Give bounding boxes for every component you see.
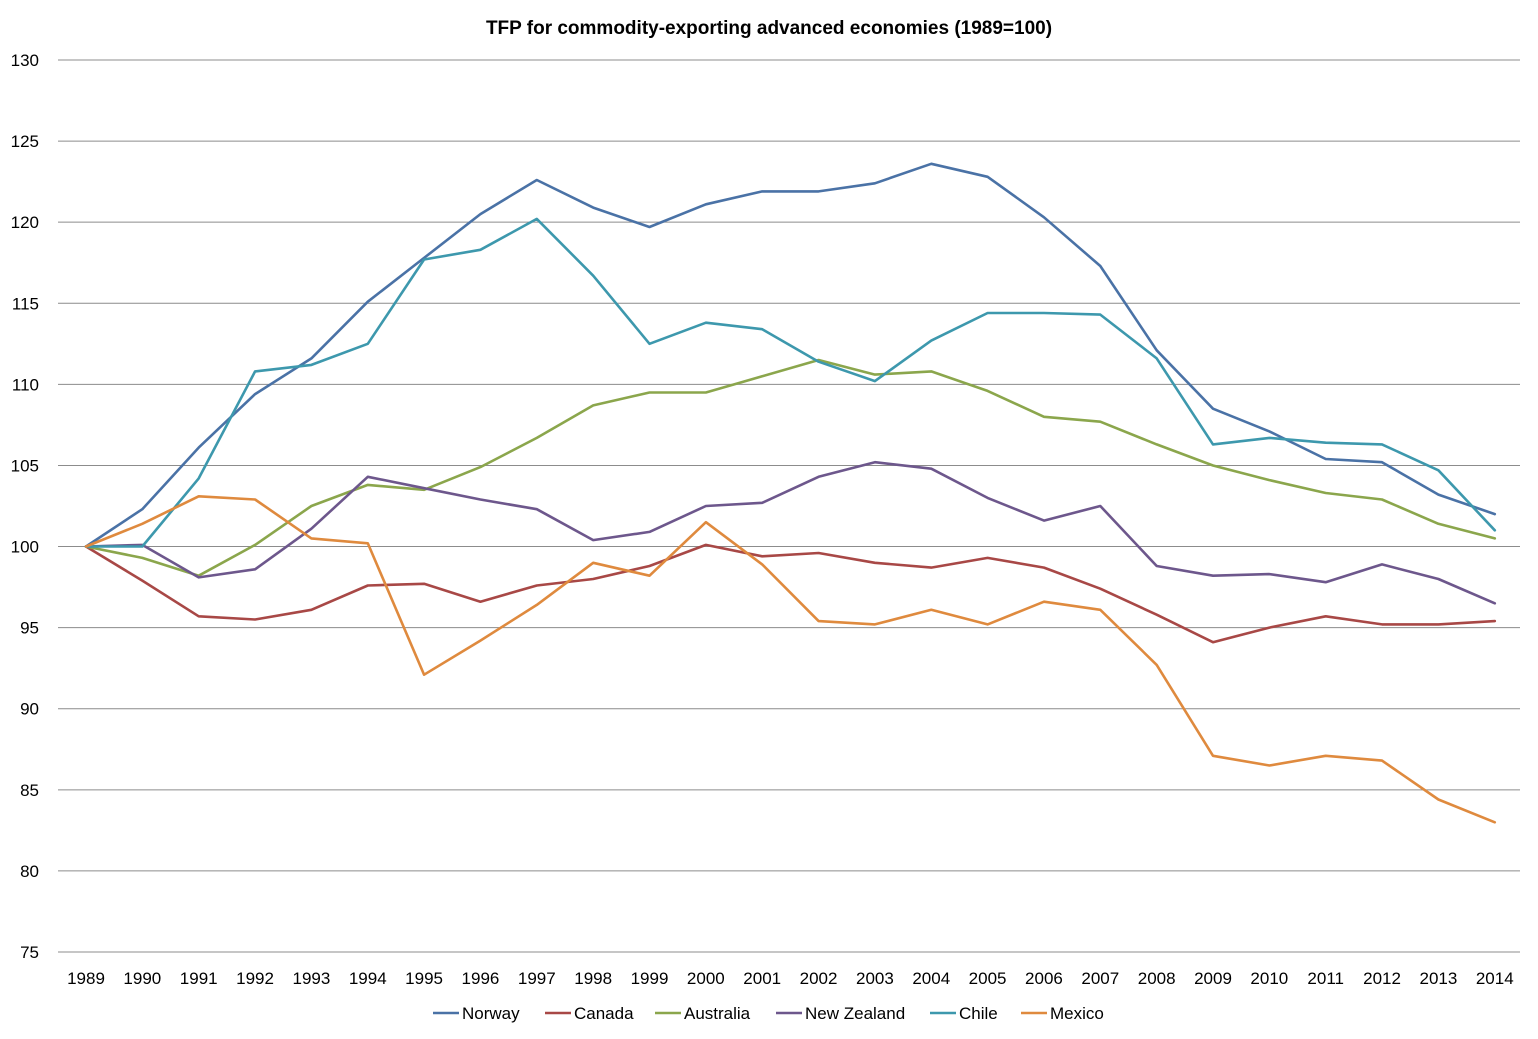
- x-tick-label: 2001: [743, 969, 781, 988]
- x-axis-ticks: 1989 1990 1991 1992 1993 1994 1995 1996 1997 1998…: [67, 969, 1514, 988]
- x-tick-label: 2003: [856, 969, 894, 988]
- legend: Norway Canada Australia New Zealand Chile Mex…: [433, 1004, 1104, 1023]
- gridlines: [58, 59, 1520, 953]
- x-tick-label: 2010: [1250, 969, 1288, 988]
- x-tick-label: 2014: [1476, 969, 1514, 988]
- legend-label: Australia: [684, 1004, 751, 1023]
- x-tick-label: 2011: [1307, 969, 1344, 988]
- y-tick-label: 105: [11, 456, 39, 475]
- x-tick-label: 2000: [687, 969, 725, 988]
- legend-item-chile: Chile: [930, 1004, 998, 1023]
- x-tick-label: 2005: [969, 969, 1007, 988]
- x-tick-label: 1997: [518, 969, 556, 988]
- series-line-australia: [84, 358, 1497, 578]
- x-tick-label: 1995: [405, 969, 443, 988]
- legend-item-australia: Australia: [655, 1004, 751, 1023]
- x-tick-label: 2006: [1025, 969, 1063, 988]
- legend-item-new-zealand: New Zealand: [776, 1004, 905, 1023]
- x-tick-label: 1993: [292, 969, 330, 988]
- legend-label: Canada: [574, 1004, 634, 1023]
- series-lines: [84, 162, 1497, 824]
- x-tick-label: 2004: [912, 969, 950, 988]
- y-axis-ticks: 75 80 85 90 95 100 105 110 115 120 125 130: [11, 51, 39, 962]
- x-tick-label: 2002: [800, 969, 838, 988]
- x-tick-label: 1998: [574, 969, 612, 988]
- series-line-canada: [84, 543, 1497, 644]
- y-tick-label: 115: [12, 294, 39, 313]
- y-tick-label: 75: [20, 943, 39, 962]
- y-tick-label: 80: [20, 862, 39, 881]
- y-tick-label: 100: [11, 538, 39, 557]
- x-tick-label: 1996: [462, 969, 500, 988]
- y-tick-label: 110: [12, 375, 39, 394]
- y-tick-label: 85: [20, 781, 39, 800]
- x-tick-label: 1992: [236, 969, 274, 988]
- legend-item-norway: Norway: [433, 1004, 520, 1023]
- y-tick-label: 130: [11, 51, 39, 70]
- series-line-chile: [84, 217, 1497, 548]
- x-tick-label: 2013: [1419, 969, 1457, 988]
- legend-item-canada: Canada: [545, 1004, 634, 1023]
- chart-title: TFP for commodity-exporting advanced eco…: [486, 18, 1052, 39]
- y-tick-label: 90: [20, 700, 39, 719]
- x-tick-label: 2008: [1138, 969, 1176, 988]
- legend-label: Mexico: [1050, 1004, 1104, 1023]
- x-tick-label: 1990: [123, 969, 161, 988]
- legend-label: Norway: [462, 1004, 520, 1023]
- legend-label: Chile: [959, 1004, 998, 1023]
- x-tick-label: 1994: [349, 969, 387, 988]
- legend-label: New Zealand: [805, 1004, 905, 1023]
- x-tick-label: 1991: [180, 969, 218, 988]
- y-tick-label: 95: [20, 619, 39, 638]
- series-line-mexico: [84, 494, 1497, 824]
- x-tick-label: 1999: [631, 969, 669, 988]
- series-line-norway: [84, 162, 1497, 548]
- y-tick-label: 125: [11, 132, 39, 151]
- x-tick-label: 2012: [1363, 969, 1401, 988]
- x-tick-label: 2007: [1081, 969, 1119, 988]
- y-tick-label: 120: [11, 213, 39, 232]
- legend-item-mexico: Mexico: [1021, 1004, 1104, 1023]
- x-tick-label: 1989: [67, 969, 105, 988]
- series-line-new-zealand: [84, 460, 1497, 605]
- x-tick-label: 2009: [1194, 969, 1232, 988]
